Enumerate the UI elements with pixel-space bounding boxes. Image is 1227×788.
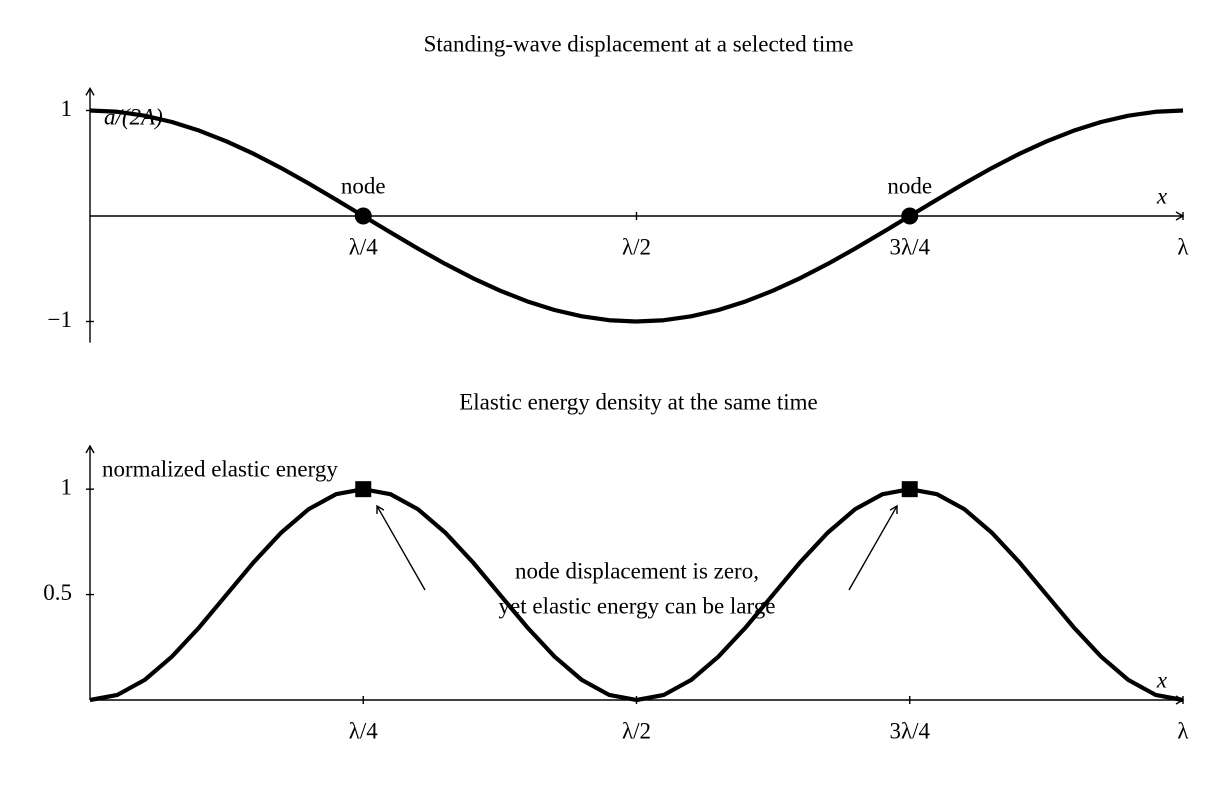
y-tick-label: 1: [61, 474, 73, 499]
annotation: yet elastic energy can be large: [499, 593, 776, 618]
node-label: node: [341, 173, 386, 198]
x-tick-label: 3λ/4: [889, 718, 930, 743]
x-tick-label: λ/2: [622, 718, 651, 743]
y-tick-label: −1: [48, 307, 72, 332]
curve: [89, 108, 1184, 324]
x-axis-label: x: [1156, 183, 1168, 208]
y-axis-label: normalized elastic energy: [102, 456, 338, 481]
y-tick-label: 0.5: [43, 580, 72, 605]
x-tick-label: λ/2: [622, 234, 651, 259]
x-tick-label: 3λ/4: [889, 234, 930, 259]
x-tick-label: λ/4: [349, 718, 379, 743]
chart-title: Standing-wave displacement at a selected…: [424, 31, 854, 56]
node-marker: [901, 481, 918, 498]
node-marker: [355, 481, 372, 498]
node-label: node: [887, 173, 932, 198]
y-tick-label: 1: [61, 96, 73, 121]
curve: [89, 487, 1184, 703]
node-marker: [354, 207, 372, 225]
x-tick-label: λ: [1177, 234, 1189, 259]
x-tick-label: λ: [1177, 718, 1189, 743]
x-axis-label: x: [1156, 667, 1168, 692]
annotation-arrow: [848, 504, 898, 591]
node-marker: [901, 207, 919, 225]
x-tick-label: λ/4: [349, 234, 379, 259]
annotation-arrow: [376, 504, 426, 591]
annotation: node displacement is zero,: [515, 558, 759, 583]
chart-title: Elastic energy density at the same time: [459, 389, 818, 414]
